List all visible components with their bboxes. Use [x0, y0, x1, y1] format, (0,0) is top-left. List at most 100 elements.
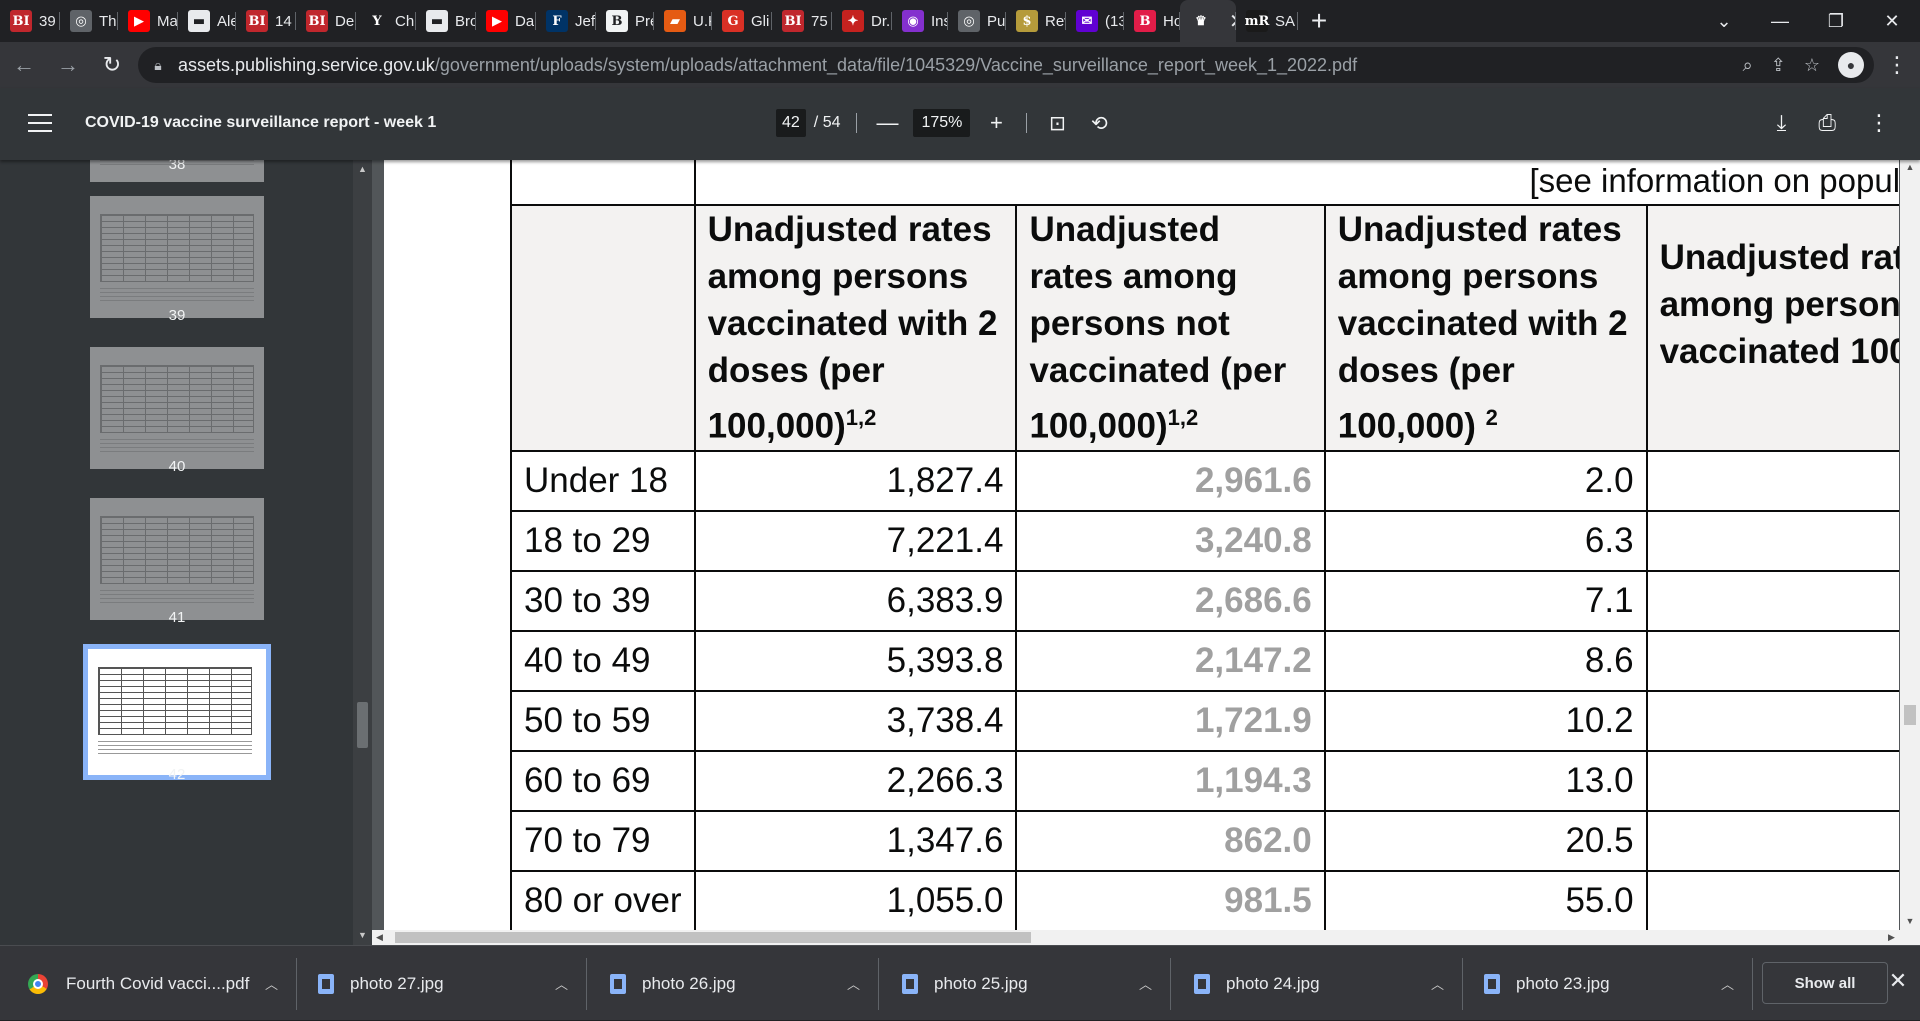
browser-tab[interactable]: B Pre [596, 0, 654, 42]
browser-tab[interactable]: BI 75 [772, 0, 832, 42]
browser-tab[interactable]: ▰ U.K [654, 0, 712, 42]
page-number-input[interactable]: 42 [776, 109, 806, 137]
file-icon [1194, 973, 1210, 994]
bookmark-star-icon[interactable]: ☆ [1803, 54, 1820, 75]
download-item[interactable]: Fourth Covid vacci....pdf ︿ [28, 946, 278, 1021]
chevron-up-icon[interactable]: ︿ [1138, 977, 1152, 992]
browser-tab[interactable]: BI De [296, 0, 356, 42]
browser-tab[interactable]: G Gli [712, 0, 772, 42]
download-item[interactable]: photo 23.jpg ︿ [1484, 946, 1734, 1021]
fit-to-page-icon[interactable]: ⊡ [1049, 112, 1066, 135]
print-icon[interactable]: ⎙ [1818, 110, 1836, 135]
zoom-out-button[interactable]: — [876, 110, 899, 135]
browser-tab[interactable]: ◉ Ins [892, 0, 948, 42]
page-thumbnail[interactable] [90, 160, 264, 182]
browser-tab[interactable]: ◎ The [60, 0, 118, 42]
browser-tab[interactable]: ▶ Da [476, 0, 536, 42]
page-controls: 42 / 54 — 175% + ⊡ ⟲ [776, 109, 1127, 137]
minimize-button[interactable]: — [1771, 10, 1789, 31]
document-horizontal-scrollbar[interactable]: ◀ ▶ [372, 930, 1920, 945]
download-filename: photo 27.jpg [350, 973, 444, 993]
file-icon [318, 973, 334, 994]
close-window-button[interactable]: ✕ [1884, 10, 1900, 31]
page-icon: ▬ [188, 10, 210, 32]
browser-tab[interactable]: F Jeff [536, 0, 596, 42]
browser-tab[interactable]: ▬ Ale [178, 0, 236, 42]
zoom-level-input[interactable]: 175% [913, 109, 971, 137]
table-cell [510, 160, 696, 206]
url-text[interactable]: assets.publishing.service.gov.uk/governm… [178, 55, 1357, 76]
tab-search-icon[interactable]: ⌄ [1716, 10, 1732, 31]
chevron-up-icon[interactable]: ︿ [1430, 977, 1444, 992]
chevron-up-icon[interactable]: ︿ [264, 977, 278, 992]
scroll-up-icon[interactable]: ▲ [358, 164, 367, 174]
close-tab-icon[interactable]: ✕ [1229, 9, 1236, 34]
browser-menu-icon[interactable]: ⋮ [1886, 52, 1908, 77]
sidebar-scrollbar[interactable]: ▲ ▼ [353, 160, 372, 945]
page-thumbnail[interactable] [90, 347, 264, 469]
scroll-up-icon[interactable]: ▲ [1905, 162, 1915, 172]
thumbnail-page-number: 41 [168, 609, 186, 626]
profile-avatar[interactable]: ● [1838, 52, 1864, 78]
scroll-left-icon[interactable]: ◀ [376, 932, 383, 942]
browser-tab[interactable]: ▶ Ma [118, 0, 178, 42]
browser-tab[interactable]: ✉ (13 [1066, 0, 1124, 42]
scroll-right-icon[interactable]: ▶ [1888, 932, 1895, 942]
page-thumbnail[interactable] [90, 498, 264, 620]
more-options-icon[interactable]: ⋮ [1868, 110, 1890, 135]
reload-button[interactable]: ↻ [102, 52, 122, 77]
rotate-icon[interactable]: ⟲ [1091, 112, 1108, 135]
browser-tab[interactable]: ▬ Bro [416, 0, 476, 42]
document-vertical-scrollbar[interactable]: ▲ ▼ [1900, 160, 1920, 930]
browser-tab[interactable]: $ Rev [1006, 0, 1066, 42]
download-icon[interactable]: ⤓ [1776, 110, 1787, 135]
scroll-down-icon[interactable]: ▼ [358, 930, 367, 940]
unvaccinated-rate-cell: 1,194.3 [1015, 750, 1326, 812]
browser-tab[interactable]: ✦ Dr. [832, 0, 892, 42]
browser-tab[interactable]: BI 14 [236, 0, 296, 42]
chevron-up-icon[interactable]: ︿ [554, 977, 568, 992]
download-item[interactable]: photo 26.jpg ︿ [610, 946, 860, 1021]
page-thumbnail[interactable] [83, 644, 271, 780]
table-row: 40 to 49 5,393.8 2,147.2 8.6 [510, 630, 1899, 692]
vertical-scroll-thumb[interactable] [1904, 705, 1916, 725]
table-note-row: [see information on population [510, 160, 1899, 206]
globe-icon: ◎ [958, 10, 980, 32]
chevron-up-icon[interactable]: ︿ [1720, 977, 1734, 992]
browser-tab[interactable]: mR SA [1236, 0, 1298, 42]
tab-list: BI 39 ◎ The ▶ Ma ▬ Ale BI 14 BI De Y Chi ▬ Bro ▶ Da F Jeff… [0, 0, 1298, 42]
zoom-in-button[interactable]: + [989, 110, 1003, 135]
new-tab-button[interactable]: + [1310, 5, 1328, 36]
share-icon[interactable]: ⇪ [1770, 54, 1786, 75]
column-header: Unadjusted rates among persons not vacci… [1015, 204, 1326, 452]
show-all-button[interactable]: Show all [1762, 962, 1888, 1004]
forward-button[interactable]: → [57, 52, 79, 77]
close-shelf-icon[interactable]: ✕ [1888, 968, 1908, 993]
horizontal-scroll-thumb[interactable] [395, 932, 1031, 943]
scroll-down-icon[interactable]: ▼ [1905, 916, 1915, 926]
browser-tab[interactable]: BI 39 [0, 0, 60, 42]
age-cell: 40 to 49 [510, 630, 696, 692]
page-thumbnail[interactable] [90, 196, 264, 318]
download-item[interactable]: photo 24.jpg ︿ [1194, 946, 1444, 1021]
lock-icon[interactable]: 🔒︎ [154, 56, 162, 73]
coin-icon: $ [1016, 10, 1038, 32]
back-button[interactable]: ← [13, 52, 35, 77]
zoom-icon[interactable]: ⌕ [1742, 54, 1753, 75]
sidebar-scroll-thumb[interactable] [357, 702, 368, 748]
hamburger-menu-icon[interactable] [28, 114, 52, 132]
browser-tab[interactable]: ◎ Pul [948, 0, 1006, 42]
download-item[interactable]: photo 25.jpg ︿ [902, 946, 1152, 1021]
browser-tab[interactable]: B Ho [1124, 0, 1180, 42]
empty-cell [1645, 810, 1899, 872]
download-item[interactable]: photo 27.jpg ︿ [318, 946, 568, 1021]
browser-tab[interactable]: ♛✕ [1180, 0, 1236, 42]
vaccinated-rate-cell: 7,221.4 [693, 510, 1018, 572]
address-bar[interactable]: 🔒︎ assets.publishing.service.gov.uk/gove… [138, 47, 1874, 83]
pdf-page: [see information on population Unadjuste… [384, 160, 1899, 930]
toolbar-divider [1026, 113, 1028, 133]
chevron-up-icon[interactable]: ︿ [846, 977, 860, 992]
download-divider [1170, 958, 1171, 1010]
restore-button[interactable]: ❐ [1827, 10, 1845, 31]
browser-tab[interactable]: Y Chi [356, 0, 416, 42]
